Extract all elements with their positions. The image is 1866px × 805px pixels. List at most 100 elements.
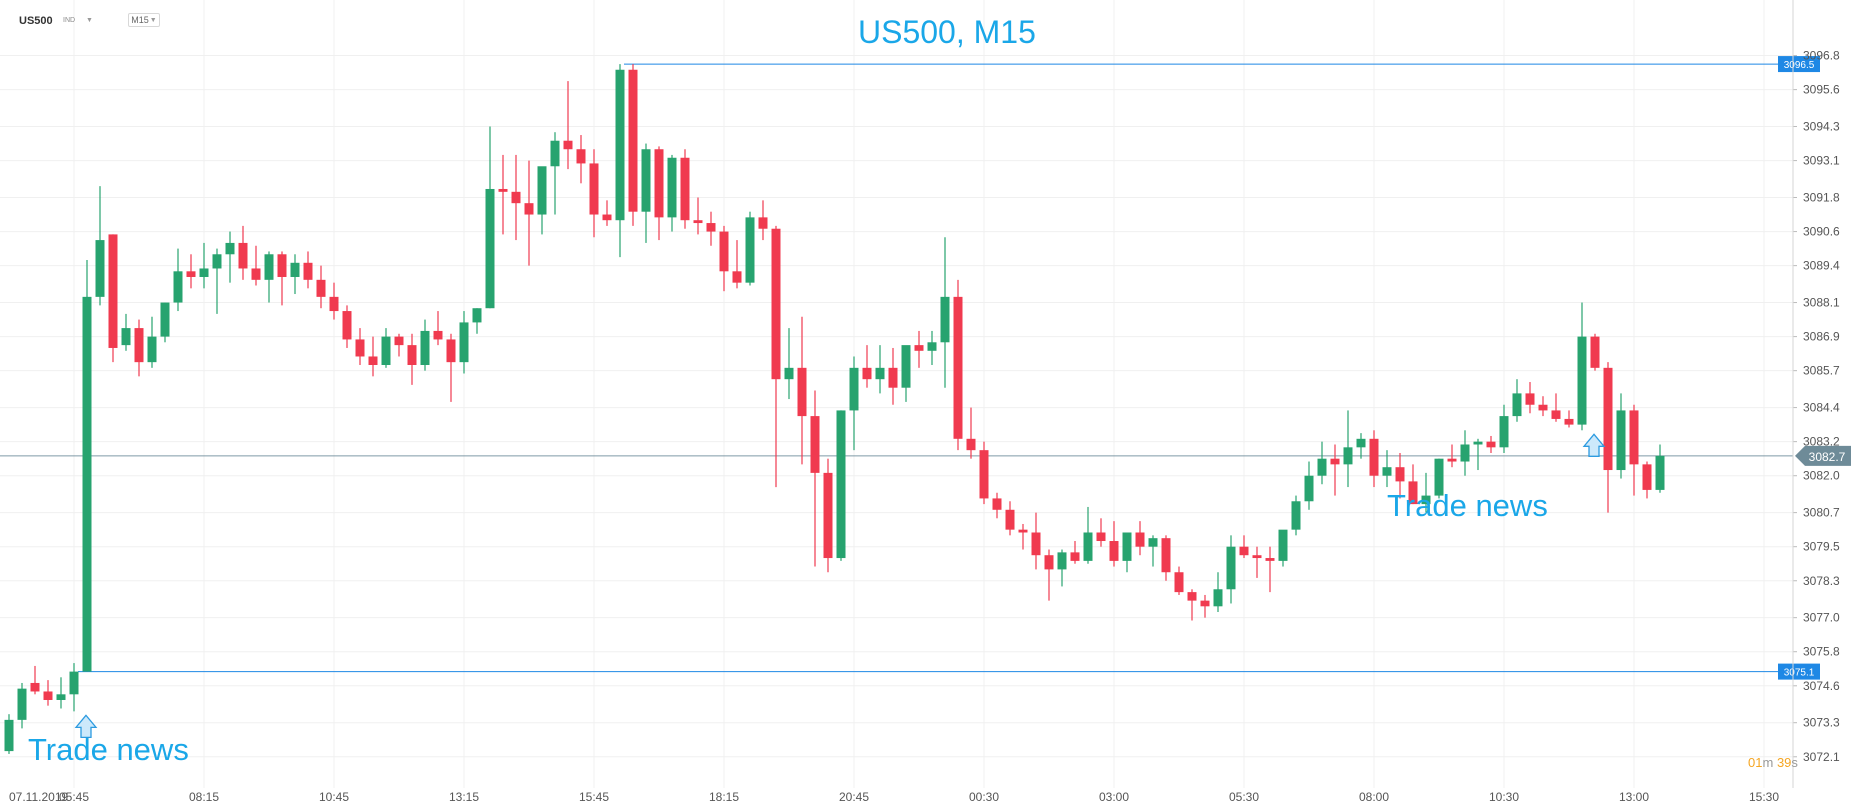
- price-levels: 3096.5 3075.1: [0, 56, 1820, 680]
- y-tick-label: 3072.1: [1803, 750, 1840, 764]
- candle-body: [784, 367, 794, 380]
- candle: [927, 330, 937, 365]
- grid: [0, 0, 1793, 788]
- candle-body: [589, 163, 599, 215]
- candle-body: [1278, 529, 1288, 561]
- candle: [498, 154, 508, 235]
- candle: [641, 143, 651, 243]
- candle-body: [576, 149, 586, 164]
- candle: [459, 311, 469, 374]
- candle-body: [732, 271, 742, 283]
- candle: [4, 714, 14, 754]
- candle-body: [1395, 467, 1405, 482]
- candle-body: [342, 311, 352, 340]
- candle: [160, 302, 170, 343]
- candle-body: [823, 472, 833, 559]
- candle: [1382, 450, 1392, 488]
- candle-body: [56, 694, 66, 700]
- candle-body: [1070, 552, 1080, 561]
- candle: [316, 265, 326, 309]
- candle-body: [1551, 410, 1561, 419]
- y-tick-label: 3075.8: [1803, 645, 1840, 659]
- candle: [212, 248, 222, 314]
- arrow-up-shape: [1582, 433, 1606, 457]
- candle-body: [862, 367, 872, 380]
- candle: [1408, 464, 1418, 505]
- candle-body: [615, 69, 625, 221]
- candle-body: [69, 671, 79, 695]
- candle-body: [693, 220, 703, 224]
- level-price-label: 3075.1: [1784, 668, 1815, 679]
- candle: [238, 225, 248, 280]
- chevron-down-icon[interactable]: ▼: [86, 17, 93, 24]
- candle-body: [654, 149, 664, 218]
- candle-body: [979, 450, 989, 499]
- candle: [1161, 535, 1171, 581]
- candle: [43, 680, 53, 706]
- candle: [693, 197, 703, 235]
- timeframe-select[interactable]: M15 ▼: [128, 13, 160, 27]
- candle: [134, 319, 144, 377]
- level-price-tag: [1778, 663, 1820, 680]
- candle: [862, 345, 872, 388]
- candle: [56, 677, 66, 709]
- candle-body: [1031, 532, 1041, 556]
- candle-body: [992, 498, 1002, 510]
- candle-body: [1265, 558, 1275, 561]
- y-tick-label: 3094.3: [1803, 120, 1840, 134]
- candle: [394, 333, 404, 357]
- timer-seconds-unit: s: [1791, 755, 1798, 770]
- x-tick-label: 13:15: [449, 790, 479, 804]
- level-price-label: 3096.5: [1784, 60, 1815, 71]
- candle: [355, 328, 365, 365]
- candle: [1421, 472, 1431, 513]
- candle-body: [641, 149, 651, 212]
- symbol-label[interactable]: US500: [19, 15, 53, 27]
- x-tick-label: 10:30: [1489, 790, 1519, 804]
- candle: [1460, 430, 1470, 476]
- candle: [1265, 546, 1275, 593]
- candle: [69, 663, 79, 712]
- x-tick-label: 08:00: [1359, 790, 1389, 804]
- candle-body: [1356, 438, 1366, 448]
- candle: [1590, 333, 1600, 371]
- candle: [1057, 549, 1067, 587]
- y-tick-label: 3077.0: [1803, 611, 1840, 625]
- level-price-tag: [1778, 56, 1820, 73]
- candle: [407, 333, 417, 385]
- candle: [966, 407, 976, 459]
- candle-body: [43, 691, 53, 700]
- annotations: Trade news Trade news: [28, 433, 1606, 767]
- candle: [732, 240, 742, 289]
- candle-body: [1343, 447, 1353, 465]
- candle: [1044, 549, 1054, 601]
- candle-body: [1473, 441, 1483, 445]
- price-axis[interactable]: 3096.8 3095.6 3094.3 3093.1 3091.8 3090.6 3089…: [1792, 0, 1851, 788]
- candle: [108, 234, 118, 363]
- candle: [290, 254, 300, 295]
- candle-body: [1005, 509, 1015, 530]
- candle: [1577, 302, 1587, 431]
- candle: [1538, 396, 1548, 417]
- candle-body: [82, 296, 92, 672]
- candle: [1109, 521, 1119, 567]
- candle-body: [290, 262, 300, 277]
- candle: [1187, 589, 1197, 621]
- candle: [1018, 523, 1028, 550]
- y-tick-label: 3079.5: [1803, 540, 1840, 554]
- candle: [524, 160, 534, 266]
- candle-body: [212, 254, 222, 269]
- candle: [1603, 362, 1613, 513]
- candle-body: [160, 302, 170, 337]
- candle: [1655, 444, 1665, 493]
- candle-body: [1603, 367, 1613, 471]
- candle-body: [1174, 572, 1184, 593]
- chart-title: US500, M15: [858, 14, 1036, 50]
- candle: [1005, 501, 1015, 536]
- candle: [1239, 535, 1249, 559]
- candle-body: [173, 271, 183, 303]
- y-tick-label: 3073.3: [1803, 716, 1840, 730]
- x-tick-label: 15:45: [579, 790, 609, 804]
